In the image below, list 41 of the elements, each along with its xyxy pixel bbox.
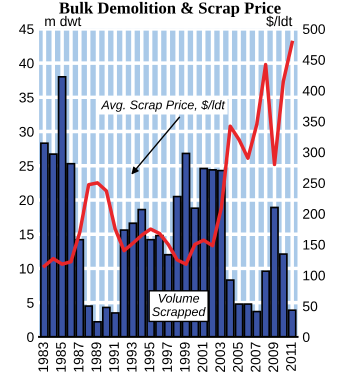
x-tick-label: 1989 xyxy=(91,342,102,372)
line-series xyxy=(42,40,294,268)
y-tick-label: 20 xyxy=(19,195,34,206)
y2-tick-label: 250 xyxy=(303,178,325,188)
y2-tick-label: 450 xyxy=(302,55,325,65)
y2-tick-label: 400 xyxy=(302,86,325,96)
y-tick-label: 0 xyxy=(27,332,34,342)
y2-tick-label: 100 xyxy=(303,270,325,280)
y-axis-title: m dwt xyxy=(45,16,82,26)
x-tick-label: 2001 xyxy=(198,342,208,372)
y2-tick-label: 350 xyxy=(302,116,325,126)
y2-tick-label: 150 xyxy=(303,240,325,250)
y2-tick-label: 300 xyxy=(302,147,325,158)
x-tick-label: 1983 xyxy=(38,342,48,372)
x-tick-label: 1987 xyxy=(74,342,84,372)
annotation: Volume Scrapped xyxy=(152,294,206,319)
y2-axis-title: $/ldt xyxy=(266,16,292,27)
y-tick-label: 40 xyxy=(19,58,34,68)
y2-tick-label: 50 xyxy=(302,301,318,312)
x-tick-label: 2005 xyxy=(232,342,243,372)
y-tick-label: 10 xyxy=(20,264,34,274)
x-tick-label: 2011 xyxy=(286,342,296,371)
x-tick-label: 2007 xyxy=(250,342,261,372)
y-tick-label: 5 xyxy=(27,298,34,308)
y-tick-label: 15 xyxy=(20,230,34,240)
y2-tick-label: 0 xyxy=(302,332,310,342)
annotation: Avg. Scrap Price, $/ldt xyxy=(100,100,226,112)
x-tick-label: 2003 xyxy=(215,342,226,372)
y-tick-label: 45 xyxy=(19,24,34,34)
x-tick-label: 1995 xyxy=(144,342,154,372)
x-tick-label: 1997 xyxy=(162,342,172,372)
y2-tick-label: 500 xyxy=(302,24,325,34)
y-tick-label: 35 xyxy=(19,92,34,102)
x-tick-label: 1993 xyxy=(126,342,137,372)
x-tick-label: 1999 xyxy=(180,342,190,372)
x-tick-label: 2009 xyxy=(268,342,278,372)
x-tick-label: 1985 xyxy=(56,342,66,372)
y-tick-label: 25 xyxy=(19,161,34,171)
x-tick-label: 1991 xyxy=(109,342,119,372)
y-tick-label: 30 xyxy=(19,126,34,137)
y2-tick-label: 200 xyxy=(303,209,325,219)
